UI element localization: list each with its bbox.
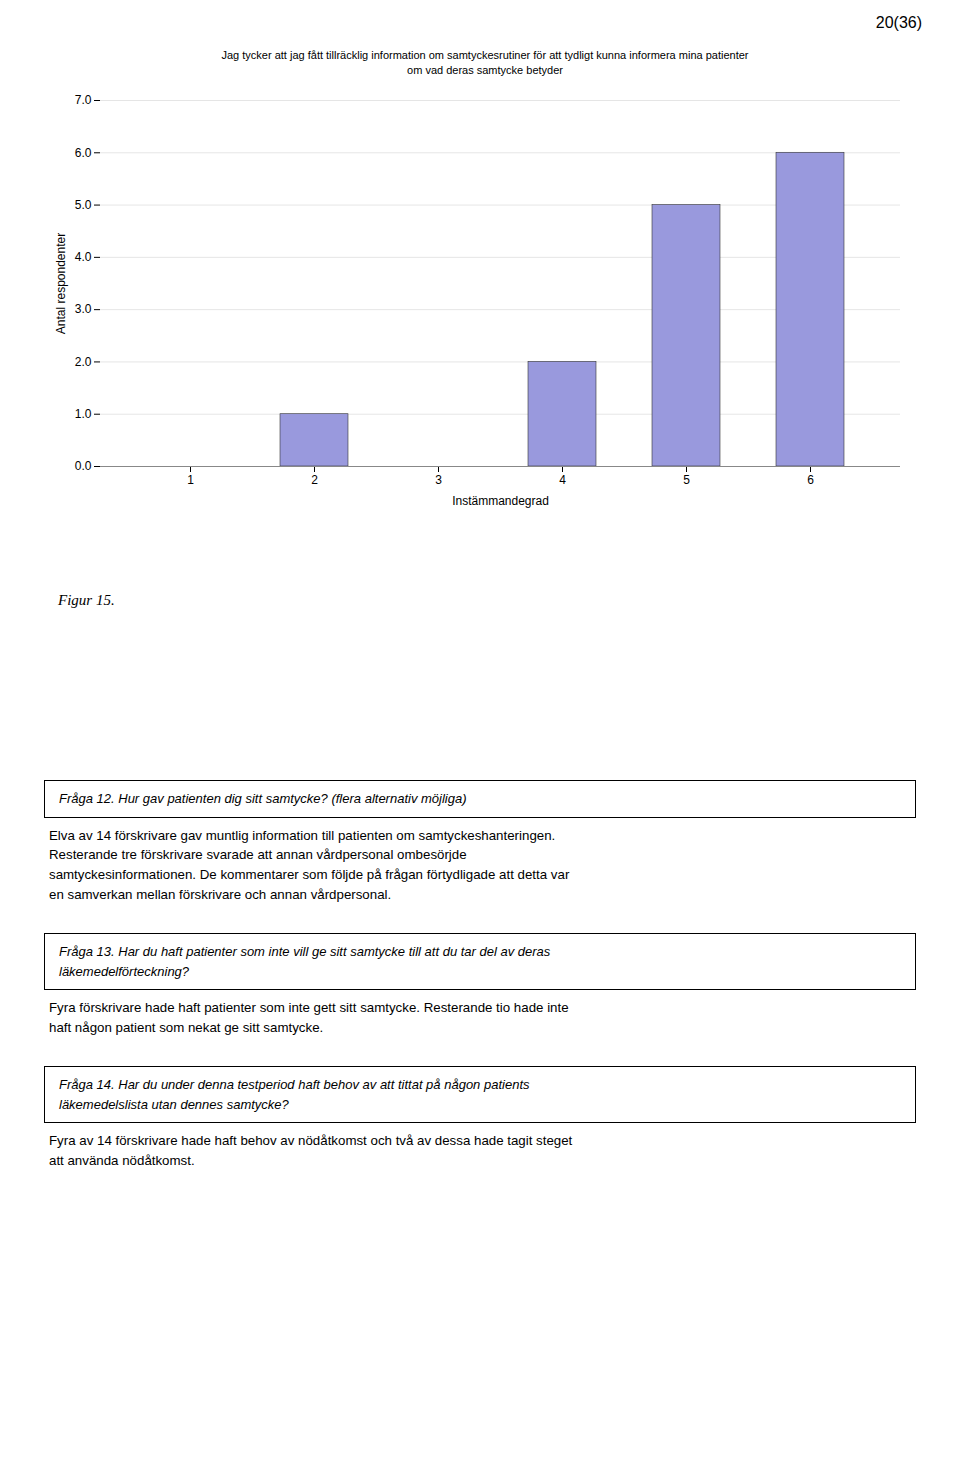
svg-text:5: 5 — [683, 473, 690, 487]
svg-text:4.0: 4.0 — [75, 250, 92, 264]
html-text:Elva av 14 förskrivare gav mun: Elva av 14 förskrivare gav muntlig infor… — [49, 827, 570, 903]
svg-text:6: 6 — [807, 473, 814, 487]
svg-text:7.0: 7.0 — [75, 93, 92, 107]
svg-text:2.0: 2.0 — [75, 354, 92, 368]
html-text:Fråga 12. Hur gav patienten di: Fråga 12. Hur gav patienten dig sitt sam… — [59, 791, 467, 806]
svg-text:1.0: 1.0 — [75, 407, 92, 421]
html-text:Jag tycker att jag fått tillrä: Jag tycker att jag fått tillräcklig info… — [221, 49, 749, 76]
svg-text:3: 3 — [435, 473, 442, 487]
svg-text:2: 2 — [311, 473, 318, 487]
html-text:Fråga 13. Har du haft patiente: Fråga 13. Har du haft patienter som inte… — [59, 944, 551, 979]
svg-text:0.0: 0.0 — [75, 459, 92, 473]
html-text:Fyra förskrivare hade haft pat: Fyra förskrivare hade haft patienter som… — [49, 1000, 569, 1036]
html-text:20(36): 20(36) — [875, 14, 922, 31]
svg-text:3.0: 3.0 — [75, 302, 92, 316]
svg-text:5.0: 5.0 — [75, 198, 92, 212]
svg-text:Antal respondenter: Antal respondenter — [54, 232, 68, 333]
html-text:Fyra av 14 förskrivare hade ha: Fyra av 14 förskrivare hade haft behov a… — [49, 1133, 573, 1169]
svg-text:4: 4 — [559, 473, 566, 487]
svg-text:Instämmandegrad: Instämmandegrad — [452, 493, 549, 507]
html-text:Figur 15.: Figur 15. — [58, 592, 115, 608]
svg-text:1: 1 — [187, 473, 194, 487]
html-text:Fråga 14. Har du under denna t: Fråga 14. Har du under denna testperiod … — [59, 1077, 530, 1112]
svg-text:6.0: 6.0 — [75, 145, 92, 159]
